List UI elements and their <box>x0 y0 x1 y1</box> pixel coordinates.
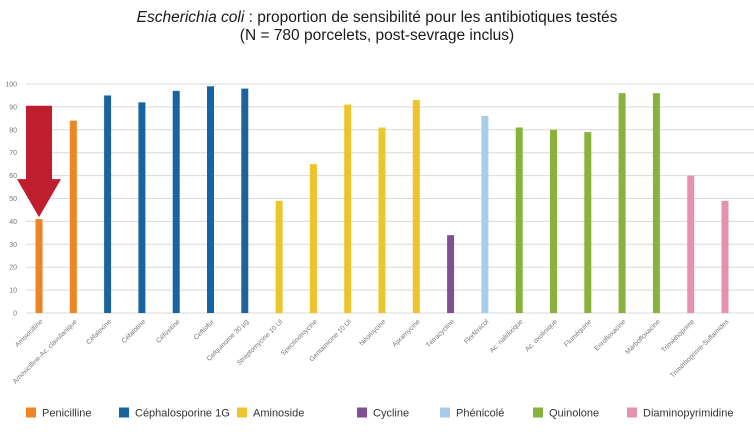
bar <box>515 127 523 313</box>
chart-title: Escherichia coli : proportion de sensibi… <box>137 9 618 26</box>
x-tick-label: Triméthoprime <box>660 318 696 354</box>
bar <box>550 129 557 313</box>
legend-label: Aminoside <box>253 408 304 420</box>
bar <box>275 200 283 313</box>
x-tick-label: Spectinomycine <box>280 318 319 357</box>
x-tick-label: Fluméquine <box>563 318 593 348</box>
legend-label: Diaminopyrimidine <box>643 408 733 420</box>
legend-label: Céphalosporine 1G <box>135 408 230 420</box>
bar <box>207 86 214 313</box>
y-tick-label: 50 <box>9 196 17 203</box>
x-tick-label: Céfoxitine <box>155 318 181 344</box>
legend: Penicilline Céphalosporine 1G Aminoside Cyc… <box>26 407 733 420</box>
bar <box>481 116 489 313</box>
legend-label: Quinolone <box>549 408 599 420</box>
red-arrow-down-icon <box>17 105 61 218</box>
bar <box>309 164 317 313</box>
x-tick-label: Céfalexine <box>85 318 113 346</box>
x-tick-label: Ac. oxolinique <box>524 318 559 353</box>
x-tick-label: Amoxicilline-Ac. clavulanique <box>12 318 79 385</box>
x-tick-label: Néomycine <box>358 318 387 347</box>
x-tick-label: Ac. nalidixique <box>489 318 525 354</box>
legend-swatch <box>26 407 36 418</box>
chart-subtitle: (N = 780 porcelets, post-sevrage inclus) <box>240 27 514 44</box>
y-tick-label: 30 <box>9 242 17 249</box>
legend-label: Cycline <box>373 408 409 420</box>
bar <box>687 175 695 313</box>
bar <box>378 127 386 313</box>
legend-label: Phénicolé <box>456 408 504 420</box>
x-tick-label: Céfalotine <box>121 318 148 345</box>
bar <box>104 95 112 313</box>
x-tick-label: Ceftiofur <box>193 318 217 342</box>
y-axis-ticks: 0 10 20 30 40 50 60 70 80 90 100 <box>5 82 17 318</box>
bar <box>344 104 352 313</box>
x-tick-label: Amoxicilline <box>14 318 44 348</box>
legend-swatch <box>357 407 367 418</box>
annotation <box>17 105 61 218</box>
legend-label: Penicilline <box>42 408 92 420</box>
y-tick-label: 0 <box>13 311 17 318</box>
bar <box>35 219 43 313</box>
x-tick-label: Triméthoprime-Sulfamides <box>669 318 731 380</box>
bar <box>138 102 146 313</box>
bar <box>69 120 77 313</box>
bar <box>172 90 180 314</box>
bar <box>584 132 592 313</box>
legend-swatch <box>533 407 543 418</box>
y-tick-label: 40 <box>9 219 17 226</box>
bar <box>447 235 455 313</box>
x-tick-label: Enrofloxacine <box>593 318 627 352</box>
y-tick-label: 20 <box>9 265 17 272</box>
bar <box>412 100 420 313</box>
x-tick-label: Florfénicol <box>463 318 490 345</box>
x-tick-label: Marbofloxacine <box>624 318 662 356</box>
y-tick-label: 80 <box>9 127 17 134</box>
legend-swatch <box>440 407 450 418</box>
x-tick-label: Tétracycline <box>425 318 456 349</box>
grid <box>26 83 754 314</box>
legend-swatch <box>237 407 247 418</box>
x-tick-label: Apramycine <box>391 318 421 348</box>
y-tick-label: 70 <box>9 150 17 157</box>
chart-title-rest: : proportion de sensibilité pour les ant… <box>244 9 617 26</box>
chart-title-italic: Escherichia coli <box>137 9 245 26</box>
bar <box>721 200 729 313</box>
bar <box>241 88 249 313</box>
y-tick-label: 90 <box>9 104 17 111</box>
y-tick-label: 60 <box>9 173 17 180</box>
bar <box>652 93 660 313</box>
y-tick-label: 10 <box>9 288 17 295</box>
bar <box>618 93 626 313</box>
y-tick-label: 100 <box>5 82 17 89</box>
legend-swatch <box>627 407 637 418</box>
legend-swatch <box>119 407 129 418</box>
bars <box>35 86 729 314</box>
